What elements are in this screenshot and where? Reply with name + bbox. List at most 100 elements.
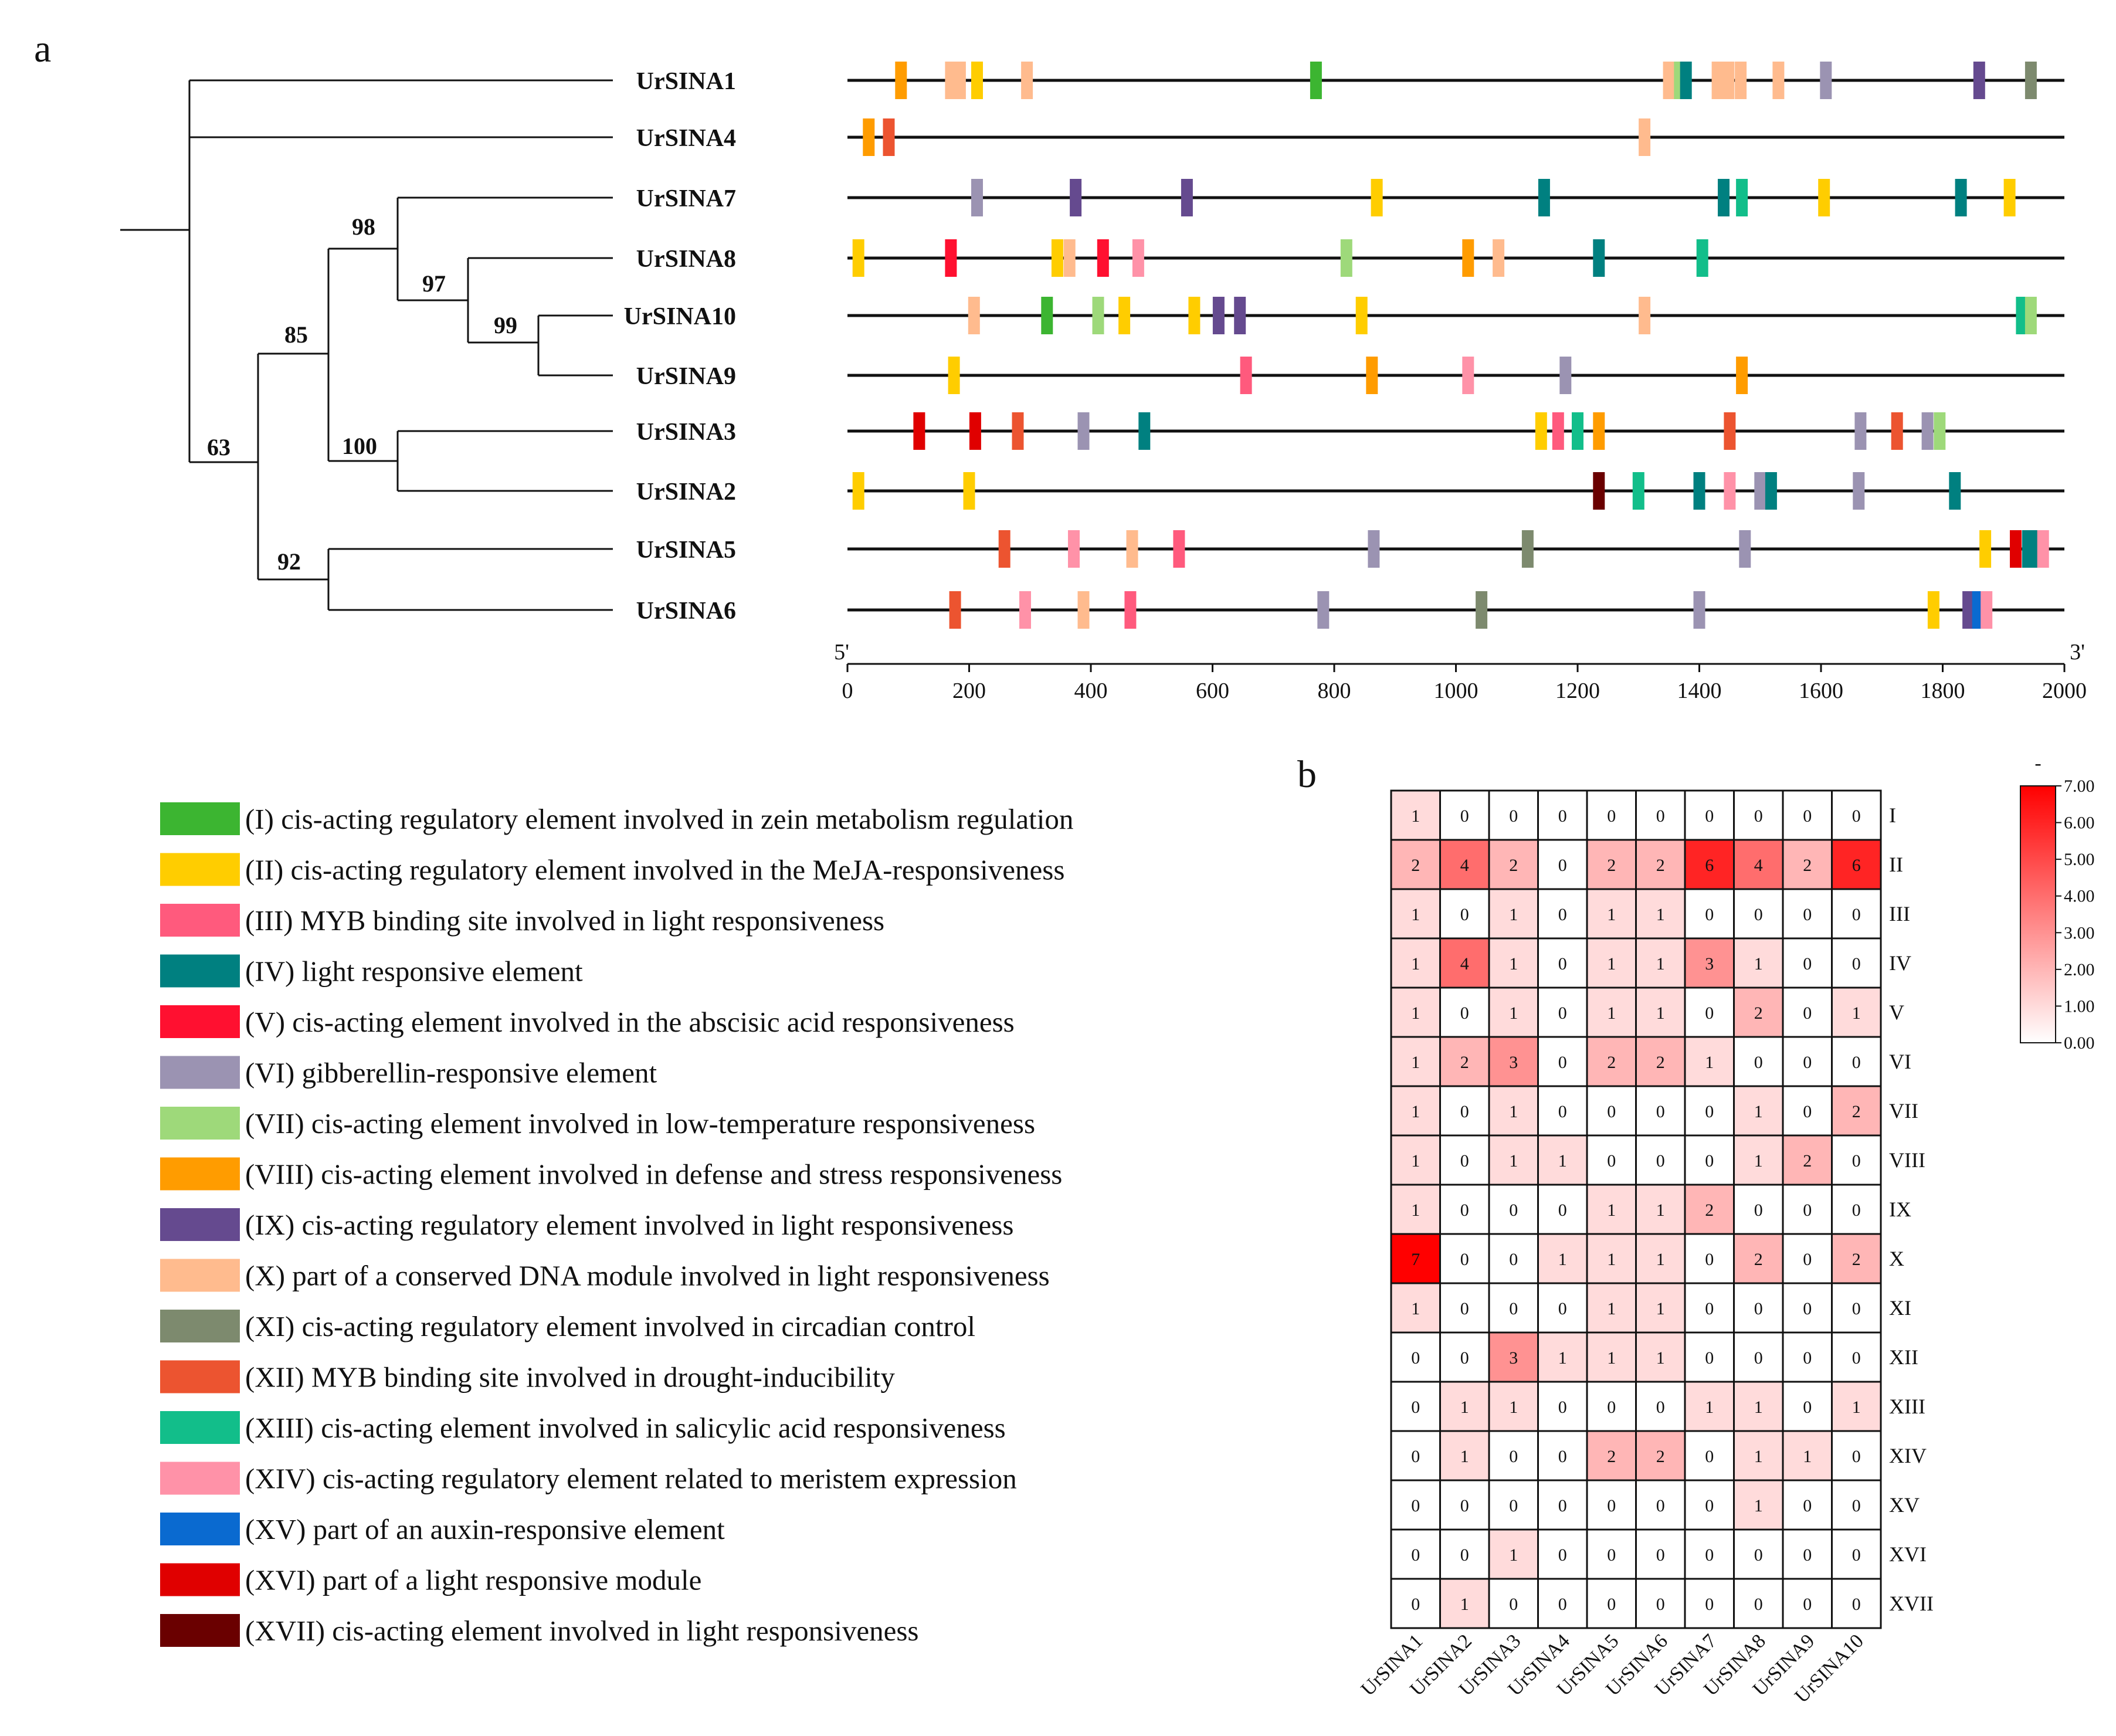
heatmap-cell-value: 1 (1509, 1003, 1518, 1023)
heatmap-cell-value: 2 (1852, 1102, 1861, 1121)
cis-element-box (1736, 179, 1748, 216)
legend-label: (IV) light responsive element (245, 955, 583, 988)
cis-element-box (1718, 179, 1730, 216)
heatmap-cell-value: 7 (1411, 1250, 1420, 1269)
bootstrap-labels: 98 97 99 85 63 100 92 (207, 213, 517, 575)
heatmap-cell (1537, 1282, 1588, 1334)
heatmap-cell-value: 2 (1607, 1053, 1616, 1072)
cis-element-box (1765, 472, 1777, 510)
heatmap-cell-value: 0 (1852, 1348, 1861, 1368)
heatmap-row-label: XIII (1889, 1395, 1925, 1418)
heatmap-cell (1537, 986, 1588, 1038)
cis-element-box (913, 412, 925, 450)
legend-label: (VI) gibberellin-responsive element (245, 1057, 657, 1089)
heatmap-cell (1488, 1381, 1539, 1432)
heatmap-cell (1390, 888, 1441, 940)
promoter-axis-tick-label: 1400 (1677, 679, 1722, 703)
heatmap-cell-value: 0 (1754, 1348, 1763, 1368)
heatmap-cell-value: 1 (1411, 1151, 1420, 1171)
tree-leaf-label: UrSINA1 (636, 68, 736, 95)
cis-element-box (1711, 62, 1724, 99)
heatmap-cell (1733, 1381, 1784, 1432)
cis-element-box (1041, 297, 1053, 334)
legend-label: (X) part of a conserved DNA module invol… (245, 1260, 1050, 1292)
heatmap-cell-value: 0 (1705, 806, 1714, 826)
cis-element-box (948, 357, 960, 394)
heatmap-row-label: IV (1889, 951, 1911, 975)
promoter-axis: 0 200 400 600 800 1000 1200 1400 1600 1800 2000 5' 3… (834, 640, 2087, 703)
cis-element-box (1063, 239, 1076, 277)
heatmap-cell-value: 1 (1607, 1201, 1616, 1220)
heatmap-cell-value: 0 (1803, 1398, 1812, 1417)
heatmap-cell-value: 0 (1509, 1447, 1518, 1466)
legend-swatch (160, 1614, 240, 1647)
heatmap-cell-value: 0 (1411, 1545, 1420, 1565)
bootstrap-value: 100 (342, 433, 377, 459)
heatmap-cell-value: 0 (1411, 1595, 1420, 1614)
heatmap-cell (1635, 839, 1686, 890)
heatmap-cell (1782, 1036, 1833, 1087)
legend-label: (XVII) cis-acting element involved in li… (245, 1615, 919, 1647)
heatmap-cell-value: 1 (1460, 1447, 1469, 1466)
cis-element-box (2022, 530, 2034, 568)
cis-element-box (1696, 239, 1708, 277)
heatmap-cell (1439, 1282, 1490, 1334)
heatmap-cell (1782, 1233, 1833, 1284)
tree-leaf-label: UrSINA2 (636, 479, 736, 506)
heatmap-cell (1831, 1085, 1882, 1137)
heatmap-cell-value: 1 (1558, 1348, 1567, 1368)
heatmap-cell-value: 0 (1607, 1595, 1616, 1614)
cis-element-box (1538, 179, 1550, 216)
heatmap-cell (1733, 1331, 1784, 1383)
heatmap-cell (1684, 1036, 1735, 1087)
heatmap-cell-value: 0 (1852, 954, 1861, 974)
heatmap-cell-value: 0 (1460, 1348, 1469, 1368)
heatmap-cell (1831, 1430, 1882, 1481)
heatmap-cell-value: 0 (1803, 1053, 1812, 1072)
heatmap-cell (1831, 1331, 1882, 1383)
heatmap-cell-value: 0 (1754, 1595, 1763, 1614)
cis-element-box (1462, 357, 1474, 394)
heatmap-cell-value: 1 (1558, 1151, 1567, 1171)
heatmap-cell-value: 1 (1460, 1398, 1469, 1417)
cis-element-box (969, 412, 981, 450)
heatmap-cell-value: 0 (1803, 1299, 1812, 1318)
heatmap-cell (1439, 1184, 1490, 1235)
colorbar-tick-label: 1.00 (2064, 996, 2095, 1016)
heatmap-cell-value: 0 (1460, 1151, 1469, 1171)
heatmap-cell (1537, 1578, 1588, 1629)
heatmap-cell-value: 1 (1607, 1299, 1616, 1318)
cis-element-box (1019, 591, 1031, 629)
tree-leaf-label: UrSINA6 (636, 598, 736, 625)
heatmap-cell (1733, 1578, 1784, 1629)
heatmap-cell-value: 2 (1754, 1003, 1763, 1023)
panel-label-a: a (34, 28, 51, 70)
heatmap-cell-value: 2 (1803, 1151, 1812, 1171)
heatmap-cell-value: 0 (1754, 1053, 1763, 1072)
cis-element-box (1927, 591, 1939, 629)
tree-leaf-label: UrSINA10 (624, 303, 736, 330)
cis-element-box (1138, 412, 1151, 450)
heatmap-cell (1782, 789, 1833, 841)
heatmap-cell-value: 0 (1607, 1545, 1616, 1565)
heatmap-cell (1684, 1282, 1735, 1334)
promoter-axis-tick-label: 600 (1196, 679, 1229, 703)
five-prime-label: 5' (834, 640, 849, 664)
legend-label: (III) MYB binding site involved in light… (245, 904, 884, 937)
heatmap-cell (1390, 1528, 1441, 1580)
legend-swatch (160, 1310, 240, 1342)
heatmap-cell-value: 1 (1509, 1151, 1518, 1171)
legend-swatch (160, 1056, 240, 1089)
heatmap-cell-value: 1 (1509, 905, 1518, 924)
heatmap-cell-value: 2 (1509, 856, 1518, 875)
cis-element-box (1639, 118, 1651, 156)
heatmap-cell-value: 0 (1852, 1151, 1861, 1171)
promoter-axis-tick-label: 800 (1318, 679, 1351, 703)
heatmap-row-label: I (1889, 803, 1896, 827)
heatmap-cell (1635, 888, 1686, 940)
heatmap-cell (1537, 1233, 1588, 1284)
legend-swatch (160, 1005, 240, 1038)
heatmap-cell-value: 0 (1803, 905, 1812, 924)
cis-element-box (1462, 239, 1474, 277)
heatmap-cell-value: 0 (1656, 806, 1665, 826)
